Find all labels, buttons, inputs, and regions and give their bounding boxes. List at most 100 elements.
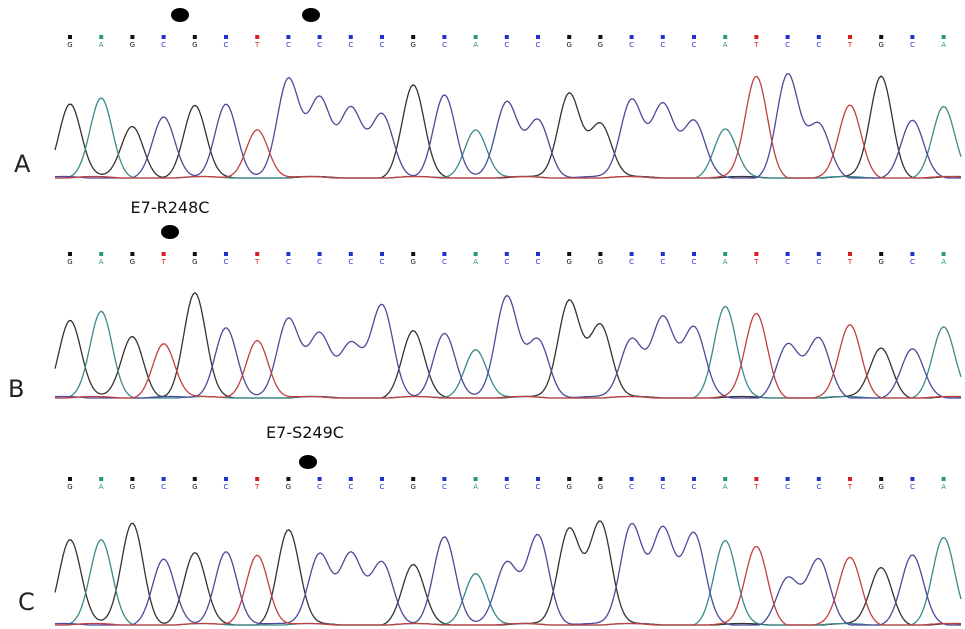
base-letter: C: [692, 483, 697, 491]
base-call-mark: [286, 35, 290, 39]
trace: [55, 76, 961, 178]
base-letter: G: [67, 483, 72, 491]
base-call-mark: [193, 252, 197, 256]
base-letter: C: [286, 258, 291, 266]
base-letter: G: [192, 483, 197, 491]
base-call-mark: [598, 252, 602, 256]
base-letter: G: [566, 258, 571, 266]
base-call-mark: [442, 477, 446, 481]
base-letter: A: [723, 483, 728, 491]
figure: AGAGCGCTCCCCGCACCGGCCCATCCTGCABE7-R248CG…: [0, 0, 965, 629]
base-letter: C: [317, 483, 322, 491]
marker-dot: [302, 8, 320, 22]
base-letter: T: [753, 41, 759, 49]
base-call-mark: [661, 252, 665, 256]
base-letter: C: [380, 41, 385, 49]
base-call-mark: [224, 35, 228, 39]
base-call-mark: [536, 252, 540, 256]
base-call-mark: [910, 35, 914, 39]
base-call-mark: [942, 252, 946, 256]
base-letter: C: [348, 483, 353, 491]
base-call-mark: [754, 477, 758, 481]
base-call-mark: [505, 477, 509, 481]
base-call-mark: [505, 252, 509, 256]
base-call-mark: [442, 35, 446, 39]
base-call-mark: [193, 477, 197, 481]
base-letter: A: [99, 258, 104, 266]
base-letter: C: [348, 258, 353, 266]
base-letter: G: [878, 258, 883, 266]
base-letter: C: [910, 258, 915, 266]
base-call-mark: [130, 35, 134, 39]
trace: [55, 296, 961, 399]
base-call-mark: [879, 477, 883, 481]
base-letter: G: [566, 41, 571, 49]
base-call-mark: [848, 35, 852, 39]
marker-dot: [161, 225, 179, 239]
base-call-mark: [692, 477, 696, 481]
base-letter: A: [99, 41, 104, 49]
base-call-mark: [130, 477, 134, 481]
base-letter: G: [598, 483, 603, 491]
base-call-mark: [848, 477, 852, 481]
base-letter: C: [224, 258, 229, 266]
base-letter: C: [224, 41, 229, 49]
base-letter: C: [816, 41, 821, 49]
base-call-mark: [848, 252, 852, 256]
base-letter: C: [224, 483, 229, 491]
base-letter: C: [785, 483, 790, 491]
base-call-mark: [817, 252, 821, 256]
base-call-mark: [349, 252, 353, 256]
base-call-mark: [942, 35, 946, 39]
mutation-label: E7-S249C: [266, 423, 344, 442]
base-call-mark: [817, 477, 821, 481]
base-call-mark: [692, 252, 696, 256]
marker-dot: [299, 455, 317, 469]
base-letter: G: [598, 258, 603, 266]
base-letter: G: [410, 41, 415, 49]
marker-dot: [171, 8, 189, 22]
base-call-mark: [68, 477, 72, 481]
base-letter: T: [847, 41, 853, 49]
base-call-mark: [162, 35, 166, 39]
base-letter: C: [910, 483, 915, 491]
base-letter: A: [941, 41, 946, 49]
base-call-mark: [661, 35, 665, 39]
base-letter: A: [941, 258, 946, 266]
base-call-mark: [754, 35, 758, 39]
trace: [55, 314, 961, 399]
base-letter: C: [442, 41, 447, 49]
base-call-mark: [786, 477, 790, 481]
base-call-mark: [99, 35, 103, 39]
base-call-mark: [349, 35, 353, 39]
base-letter: C: [504, 258, 509, 266]
trace: [55, 74, 961, 178]
trace: [55, 538, 961, 625]
trace: [55, 293, 961, 398]
base-letter: C: [660, 258, 665, 266]
base-letter: A: [473, 483, 478, 491]
base-call-mark: [786, 35, 790, 39]
trace: [55, 524, 961, 626]
base-letter: G: [878, 41, 883, 49]
base-call-mark: [68, 35, 72, 39]
base-call-mark: [286, 477, 290, 481]
base-call-mark: [661, 477, 665, 481]
base-call-mark: [130, 252, 134, 256]
base-letter: A: [473, 258, 478, 266]
base-letter: T: [847, 483, 853, 491]
base-call-mark: [411, 477, 415, 481]
base-call-mark: [224, 477, 228, 481]
base-letter: T: [753, 483, 759, 491]
base-call-mark: [692, 35, 696, 39]
base-call-mark: [162, 477, 166, 481]
base-letter: C: [536, 258, 541, 266]
base-call-mark: [598, 35, 602, 39]
base-call-mark: [723, 35, 727, 39]
base-call-mark: [318, 477, 322, 481]
base-letter: C: [629, 41, 634, 49]
base-letter: A: [723, 258, 728, 266]
base-letter: G: [130, 258, 135, 266]
